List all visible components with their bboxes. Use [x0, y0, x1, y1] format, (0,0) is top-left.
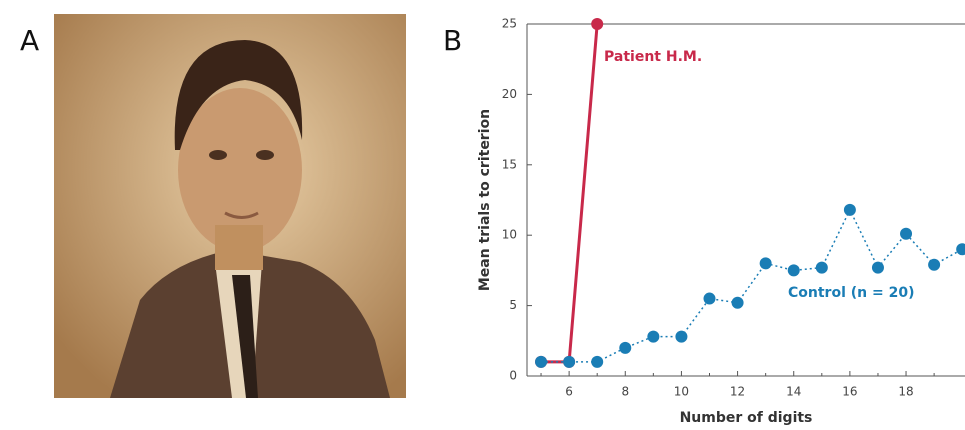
x-tick-label: 10 [674, 385, 689, 399]
panel-label: A [20, 24, 39, 57]
y-tick-label: 15 [502, 157, 517, 171]
data-point [675, 330, 688, 343]
portrait-photo [54, 14, 406, 398]
data-point [591, 355, 604, 368]
data-point [900, 227, 913, 240]
series-annotation: Patient H.M. [604, 49, 702, 65]
data-point [591, 18, 604, 30]
panel-label: B [443, 24, 462, 57]
y-tick-label: 10 [502, 228, 517, 242]
data-point [928, 258, 941, 271]
data-point [843, 203, 856, 216]
data-point [815, 261, 828, 274]
data-point [647, 330, 660, 343]
x-tick-label: 18 [898, 385, 913, 399]
x-tick-label: 16 [842, 385, 857, 399]
chart: Mean trials to criterion Number of digit… [477, 109, 812, 426]
data-point [619, 341, 632, 354]
series-annotation: Control (n = 20) [788, 285, 914, 301]
data-point [731, 296, 744, 309]
series-line [541, 208, 963, 363]
x-tick-label: 12 [730, 385, 745, 399]
y-tick-label: 20 [502, 87, 517, 101]
data-point [563, 355, 576, 368]
data-point [759, 257, 772, 270]
data-point [535, 355, 548, 368]
x-tick-label: 14 [786, 385, 801, 399]
data-point [956, 243, 965, 256]
series-line [541, 23, 599, 364]
y-tick-label: 25 [502, 17, 517, 31]
y-tick-label: 5 [509, 298, 517, 312]
x-tick-label: 6 [565, 385, 573, 399]
x-axis-label: Number of digits [680, 410, 813, 426]
y-axis-label: Mean trials to criterion [477, 109, 493, 291]
data-point [787, 264, 800, 277]
y-tick-label: 0 [509, 369, 517, 383]
data-point [871, 261, 884, 274]
x-tick-label: 8 [621, 385, 629, 399]
data-point [703, 292, 716, 305]
